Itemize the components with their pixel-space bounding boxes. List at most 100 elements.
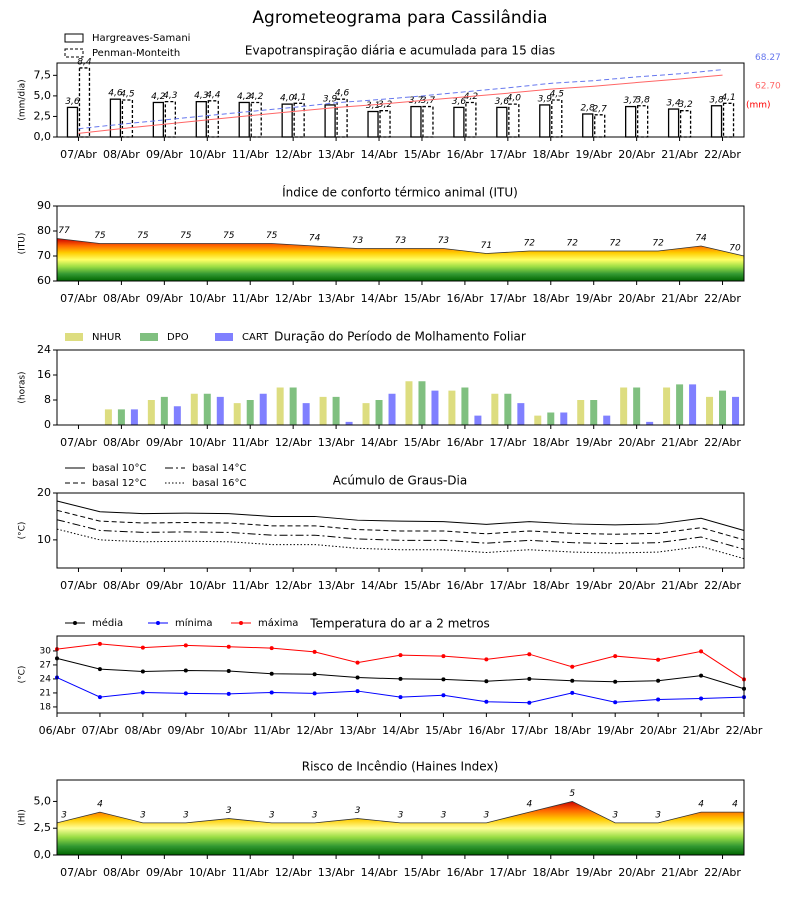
marker bbox=[527, 652, 532, 657]
bar bbox=[633, 387, 641, 425]
marker bbox=[97, 641, 102, 646]
value-label: 72 bbox=[609, 239, 621, 249]
x-tick-label: 17/Abr bbox=[489, 292, 526, 305]
x-tick-label: 14/Abr bbox=[361, 292, 398, 305]
legend-swatch bbox=[215, 333, 233, 341]
bar-value-label: 4,1 bbox=[721, 93, 735, 103]
marker bbox=[699, 673, 704, 678]
x-tick-label: 19/Abr bbox=[597, 724, 634, 737]
bar bbox=[710, 105, 723, 138]
bar bbox=[603, 415, 611, 425]
bar bbox=[281, 103, 293, 138]
y-axis-label: (°C) bbox=[18, 666, 28, 684]
x-tick-label: 18/Abr bbox=[532, 579, 569, 592]
bar bbox=[590, 400, 598, 425]
x-tick-label: 16/Abr bbox=[447, 579, 484, 592]
value-label: 3 bbox=[269, 810, 275, 820]
value-label: 75 bbox=[266, 231, 278, 241]
bar bbox=[109, 98, 122, 138]
y-tick-label: 2,5 bbox=[34, 821, 52, 834]
value-label: 3 bbox=[655, 810, 661, 820]
value-label: 5 bbox=[569, 789, 575, 799]
bar bbox=[679, 110, 692, 138]
y-axis-label: (°C) bbox=[18, 522, 28, 540]
bar-value-label: 3,7 bbox=[623, 96, 638, 106]
bar bbox=[676, 384, 684, 425]
marker bbox=[699, 649, 704, 654]
y-tick-label: 8 bbox=[44, 393, 51, 406]
bar-value-label: 4,2 bbox=[249, 92, 264, 102]
bar bbox=[732, 396, 740, 425]
marker bbox=[398, 676, 403, 681]
x-tick-label: 11/Abr bbox=[232, 148, 269, 161]
bar bbox=[620, 387, 628, 425]
legend-label: basal 16°C bbox=[192, 478, 246, 489]
legend-label: média bbox=[92, 617, 123, 629]
value-label: 75 bbox=[94, 231, 106, 241]
line bbox=[56, 519, 745, 550]
bar bbox=[104, 409, 112, 425]
bar-value-label: 3,9 bbox=[323, 94, 338, 104]
x-tick-label: 11/Abr bbox=[232, 866, 269, 879]
marker bbox=[570, 690, 575, 695]
x-tick-label: 08/Abr bbox=[103, 436, 140, 449]
marker bbox=[355, 675, 360, 680]
bar-value-label: 4,3 bbox=[194, 91, 209, 101]
x-tick-label: 21/Abr bbox=[661, 292, 698, 305]
bar bbox=[431, 390, 439, 425]
bar-value-label: 4,2 bbox=[237, 92, 252, 102]
y-axis-label: (HI) bbox=[18, 809, 28, 825]
bar bbox=[453, 106, 465, 138]
legend-marker bbox=[239, 621, 243, 625]
line bbox=[56, 528, 745, 560]
marker bbox=[398, 695, 403, 700]
legend-label: basal 14°C bbox=[192, 463, 246, 474]
value-label: 3 bbox=[355, 806, 361, 816]
plot-frame bbox=[56, 779, 745, 856]
value-label: 3 bbox=[226, 806, 232, 816]
marker bbox=[140, 669, 145, 674]
bar bbox=[465, 101, 477, 138]
bar bbox=[582, 113, 594, 138]
x-tick-label: 17/Abr bbox=[489, 436, 526, 449]
x-tick-label: 11/Abr bbox=[253, 724, 290, 737]
marker bbox=[613, 654, 618, 659]
bar bbox=[379, 110, 391, 138]
x-tick-label: 10/Abr bbox=[189, 148, 226, 161]
bar-value-label: 2,8 bbox=[581, 103, 596, 113]
x-tick-label: 06/Abr bbox=[39, 724, 76, 737]
x-tick-label: 07/Abr bbox=[60, 292, 97, 305]
x-tick-label: 14/Abr bbox=[361, 436, 398, 449]
x-tick-label: 12/Abr bbox=[275, 866, 312, 879]
x-tick-label: 19/Abr bbox=[575, 292, 612, 305]
bar-value-label: 3,8 bbox=[635, 95, 650, 105]
y-tick-label: 0,0 bbox=[34, 130, 52, 143]
x-tick-label: 10/Abr bbox=[210, 724, 247, 737]
end-label: 62.70 bbox=[755, 82, 781, 92]
y-tick-label: 2,5 bbox=[34, 109, 52, 122]
bar-value-label: 4,5 bbox=[550, 90, 565, 100]
bar-value-label: 3,4 bbox=[666, 99, 681, 109]
value-label: 72 bbox=[652, 239, 664, 249]
bar bbox=[216, 396, 224, 425]
x-tick-label: 14/Abr bbox=[361, 148, 398, 161]
main-title: Agrometeograma para Cassilândia bbox=[252, 8, 547, 28]
plot-frame bbox=[56, 349, 745, 426]
legend-label: DPO bbox=[167, 332, 189, 343]
bar-value-label: 3,1 bbox=[366, 101, 380, 111]
marker bbox=[140, 690, 145, 695]
x-tick-label: 15/Abr bbox=[404, 292, 441, 305]
bar bbox=[319, 396, 327, 425]
bar bbox=[117, 409, 125, 425]
bar bbox=[195, 100, 207, 138]
bar-value-label: 3,2 bbox=[378, 100, 393, 110]
value-label: 74 bbox=[695, 234, 707, 244]
bar-value-label: 4,5 bbox=[120, 90, 135, 100]
line bbox=[56, 509, 745, 541]
x-tick-label: 12/Abr bbox=[275, 148, 312, 161]
bar bbox=[160, 396, 168, 425]
x-tick-label: 19/Abr bbox=[575, 866, 612, 879]
x-tick-label: 15/Abr bbox=[404, 866, 441, 879]
y-tick-label: 18 bbox=[40, 702, 52, 712]
